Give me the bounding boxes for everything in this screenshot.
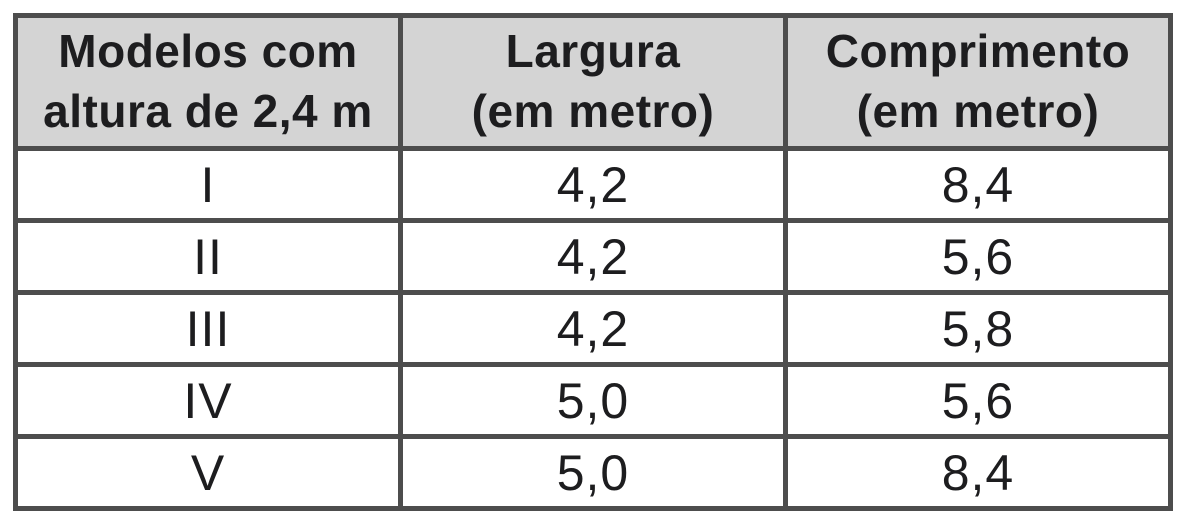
model-cell: IV bbox=[13, 362, 403, 439]
comprimento-cell: 8,4 bbox=[783, 146, 1173, 223]
header-models-line2: altura de 2,4 m bbox=[43, 85, 373, 137]
largura-cell: 4,2 bbox=[398, 290, 788, 367]
header-models-line1: Modelos com bbox=[58, 25, 358, 78]
model-cell: V bbox=[13, 434, 403, 511]
comprimento-cell: 5,6 bbox=[783, 218, 1173, 295]
largura-cell: 5,0 bbox=[398, 434, 788, 511]
header-largura-line2: (em metro) bbox=[471, 85, 715, 137]
table-header: Modelos com altura de 2,4 m Largura (em … bbox=[13, 13, 1173, 151]
header-row: Modelos com altura de 2,4 m Largura (em … bbox=[13, 13, 1173, 151]
largura-cell: 5,0 bbox=[398, 362, 788, 439]
comprimento-cell: 5,8 bbox=[783, 290, 1173, 367]
table-row-model-iii: III 4,2 5,8 bbox=[13, 290, 1173, 367]
largura-cell: 4,2 bbox=[398, 146, 788, 223]
comprimento-cell: 8,4 bbox=[783, 434, 1173, 511]
header-comprimento: Comprimento (em metro) bbox=[783, 13, 1173, 151]
table-row-model-i: I 4,2 8,4 bbox=[13, 146, 1173, 223]
model-cell: II bbox=[13, 218, 403, 295]
header-largura-line1: Largura bbox=[505, 25, 681, 78]
table-body: I 4,2 8,4 II 4,2 5,6 III 4,2 5,8 IV 5,0 … bbox=[13, 146, 1173, 511]
table-row-model-v: V 5,0 8,4 bbox=[13, 434, 1173, 511]
header-models: Modelos com altura de 2,4 m bbox=[13, 13, 403, 151]
models-table: Modelos com altura de 2,4 m Largura (em … bbox=[13, 13, 1173, 511]
model-cell: III bbox=[13, 290, 403, 367]
model-cell: I bbox=[13, 146, 403, 223]
header-comprimento-line1: Comprimento bbox=[825, 25, 1131, 78]
table-row-model-ii: II 4,2 5,6 bbox=[13, 218, 1173, 295]
header-comprimento-line2: (em metro) bbox=[856, 85, 1100, 137]
table-row-model-iv: IV 5,0 5,6 bbox=[13, 362, 1173, 439]
header-largura: Largura (em metro) bbox=[398, 13, 788, 151]
largura-cell: 4,2 bbox=[398, 218, 788, 295]
comprimento-cell: 5,6 bbox=[783, 362, 1173, 439]
